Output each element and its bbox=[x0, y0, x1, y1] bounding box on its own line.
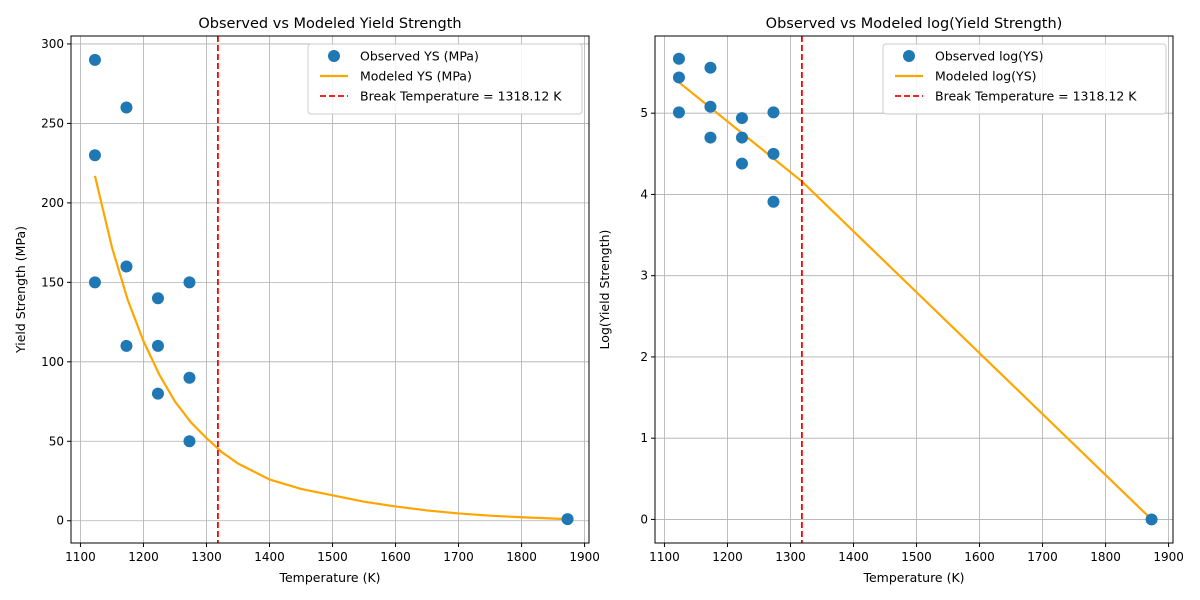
legend-label: Break Temperature = 1318.12 K bbox=[935, 89, 1137, 104]
y-tick-label: 100 bbox=[41, 355, 64, 369]
observed-point bbox=[704, 131, 717, 144]
observed-point bbox=[183, 371, 196, 384]
y-tick-label: 3 bbox=[640, 269, 648, 283]
observed-point bbox=[120, 101, 133, 114]
x-tick-label: 1400 bbox=[254, 550, 285, 564]
legend-label: Modeled log(YS) bbox=[935, 69, 1037, 84]
x-tick-label: 1800 bbox=[506, 550, 537, 564]
legend-box bbox=[882, 43, 1167, 115]
x-tick-label: 1300 bbox=[775, 550, 806, 564]
observed-point bbox=[88, 149, 101, 162]
observed-point bbox=[88, 276, 101, 289]
observed-point bbox=[672, 52, 685, 65]
chart-left: 1100 1200 1300 1400 1500 1600 1700 1800 1900 0 50 1… bbox=[13, 16, 600, 585]
y-tick-label: 0 bbox=[640, 512, 648, 526]
x-axis-label: Temperature (K) bbox=[862, 570, 964, 585]
x-tick-label: 1900 bbox=[569, 550, 600, 564]
observed-point bbox=[151, 292, 164, 305]
y-tick-label: 250 bbox=[41, 116, 64, 130]
y-axis-label: Yield Strength (MPa) bbox=[13, 226, 28, 354]
legend: Observed log(YS) Modeled log(YS) Break Tem… bbox=[882, 43, 1167, 115]
observed-point bbox=[561, 513, 574, 526]
y-tick-label: 4 bbox=[640, 187, 648, 201]
y-tick-label: 200 bbox=[41, 196, 64, 210]
x-tick-label: 1500 bbox=[901, 550, 932, 564]
observed-point bbox=[767, 106, 780, 119]
x-tick-label: 1300 bbox=[191, 550, 222, 564]
observed-point bbox=[704, 100, 717, 113]
observed-point bbox=[183, 276, 196, 289]
y-tick-label: 5 bbox=[640, 106, 648, 120]
legend-marker-observed bbox=[328, 50, 340, 62]
y-tick-label: 0 bbox=[56, 514, 64, 528]
x-tick-label: 1800 bbox=[1090, 550, 1121, 564]
observed-point bbox=[120, 260, 133, 273]
plot-area bbox=[71, 36, 589, 543]
x-tick-label: 1600 bbox=[964, 550, 995, 564]
legend-label: Observed log(YS) bbox=[935, 49, 1044, 64]
axes-frame bbox=[654, 35, 1174, 544]
legend-marker-observed bbox=[903, 50, 915, 62]
y-tick-label: 2 bbox=[640, 350, 648, 364]
observed-point bbox=[704, 61, 717, 74]
y-tick-label: 1 bbox=[640, 431, 648, 445]
y-axis-label: Log(Yield Strength) bbox=[597, 230, 612, 350]
observed-point bbox=[151, 387, 164, 400]
chart-title: Observed vs Modeled log(Yield Strength) bbox=[766, 16, 1063, 32]
x-tick-label: 1700 bbox=[1027, 550, 1058, 564]
legend-label: Observed YS (MPa) bbox=[360, 49, 479, 64]
x-tick-label: 1200 bbox=[712, 550, 743, 564]
x-tick-label: 1400 bbox=[838, 550, 869, 564]
observed-point bbox=[151, 339, 164, 352]
observed-point bbox=[735, 157, 748, 170]
chart-right: 1100 1200 1300 1400 1500 1600 1700 1800 1900 0 1 2 3… bbox=[597, 16, 1184, 585]
observed-point bbox=[1145, 513, 1158, 526]
observed-point bbox=[735, 131, 748, 144]
observed-point bbox=[672, 106, 685, 119]
observed-point bbox=[767, 195, 780, 208]
observed-point bbox=[120, 339, 133, 352]
x-tick-label: 1100 bbox=[649, 550, 680, 564]
y-tick-label: 300 bbox=[41, 37, 64, 51]
y-tick-label: 150 bbox=[41, 275, 64, 289]
axes-frame bbox=[70, 35, 590, 544]
x-tick-label: 1900 bbox=[1153, 550, 1184, 564]
x-tick-label: 1100 bbox=[65, 550, 96, 564]
x-axis-label: Temperature (K) bbox=[278, 570, 380, 585]
chart-title: Observed vs Modeled Yield Strength bbox=[198, 16, 461, 32]
observed-point bbox=[735, 112, 748, 125]
legend-box bbox=[307, 43, 583, 115]
legend-label: Break Temperature = 1318.12 K bbox=[360, 89, 562, 104]
modeled-line bbox=[93, 175, 568, 521]
legend: Observed YS (MPa) Modeled YS (MPa) Break T… bbox=[307, 43, 583, 115]
x-tick-label: 1500 bbox=[317, 550, 348, 564]
y-tick-label: 50 bbox=[49, 434, 64, 448]
x-tick-label: 1200 bbox=[128, 550, 159, 564]
observed-point bbox=[672, 71, 685, 84]
observed-point bbox=[88, 53, 101, 66]
legend-label: Modeled YS (MPa) bbox=[360, 69, 472, 84]
x-tick-label: 1700 bbox=[443, 550, 474, 564]
observed-point bbox=[767, 147, 780, 160]
observed-point bbox=[183, 435, 196, 448]
x-tick-label: 1600 bbox=[380, 550, 411, 564]
